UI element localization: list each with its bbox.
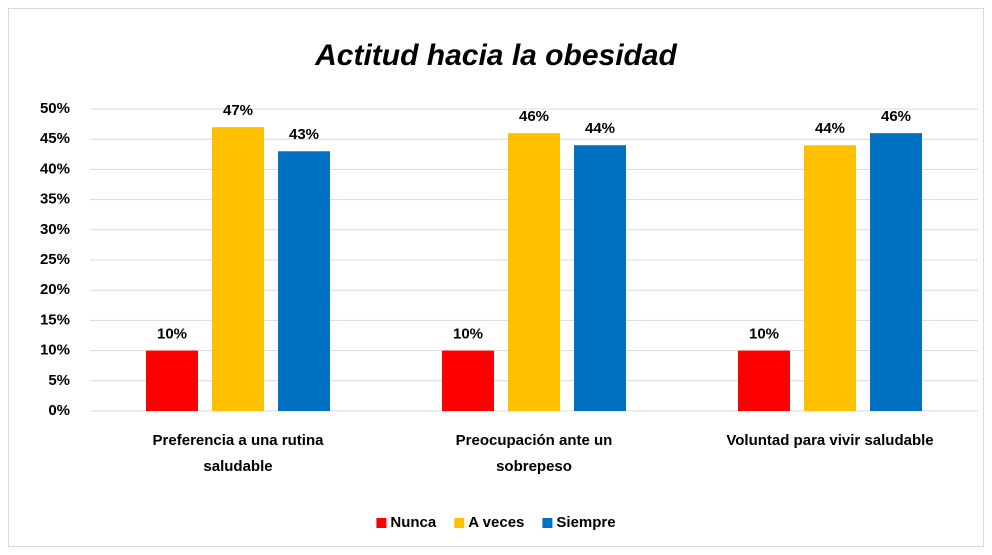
data-label: 10%: [453, 326, 483, 343]
legend-item: Siempre: [542, 514, 616, 531]
y-tick-label: 5%: [48, 372, 70, 389]
y-tick-label: 0%: [48, 402, 70, 419]
y-tick-label: 15%: [40, 311, 70, 328]
bar: [212, 127, 264, 412]
data-label: 44%: [815, 120, 845, 137]
bar: [574, 145, 626, 412]
bar: [738, 350, 790, 411]
y-tick-label: 25%: [40, 251, 70, 268]
legend-swatch: [542, 518, 553, 528]
y-tick-label: 20%: [40, 281, 70, 298]
x-tick-label: Preferencia a una rutina saludable: [153, 432, 325, 475]
bar: [146, 350, 198, 411]
data-label: 46%: [519, 108, 549, 125]
legend-label: Siempre: [556, 514, 615, 531]
legend-swatch: [454, 518, 465, 528]
data-label: 44%: [585, 120, 615, 137]
y-tick-label: 45%: [40, 130, 70, 147]
x-tick-label: Voluntad para vivir saludable: [726, 432, 933, 449]
data-label: 46%: [881, 108, 911, 125]
legend-item: Nunca: [376, 514, 437, 531]
bar: [278, 151, 330, 411]
bar: [442, 350, 494, 411]
y-tick-label: 10%: [40, 342, 70, 359]
data-label: 47%: [223, 102, 253, 119]
bar: [804, 145, 856, 412]
y-tick-label: 30%: [40, 221, 70, 238]
legend-label: A veces: [468, 514, 524, 531]
legend-swatch: [376, 518, 387, 528]
y-tick-label: 50%: [40, 100, 70, 117]
data-label: 43%: [289, 126, 319, 143]
legend-item: A veces: [454, 514, 524, 531]
bar: [508, 133, 560, 411]
x-tick-label: Preocupación ante un sobrepeso: [456, 432, 613, 475]
y-tick-label: 40%: [40, 160, 70, 177]
legend-label: Nunca: [390, 514, 437, 531]
data-label: 10%: [157, 326, 187, 343]
data-label: 10%: [749, 326, 779, 343]
bar: [870, 133, 922, 411]
y-tick-label: 35%: [40, 191, 70, 208]
chart-title: Actitud hacia la obesidad: [314, 39, 677, 72]
